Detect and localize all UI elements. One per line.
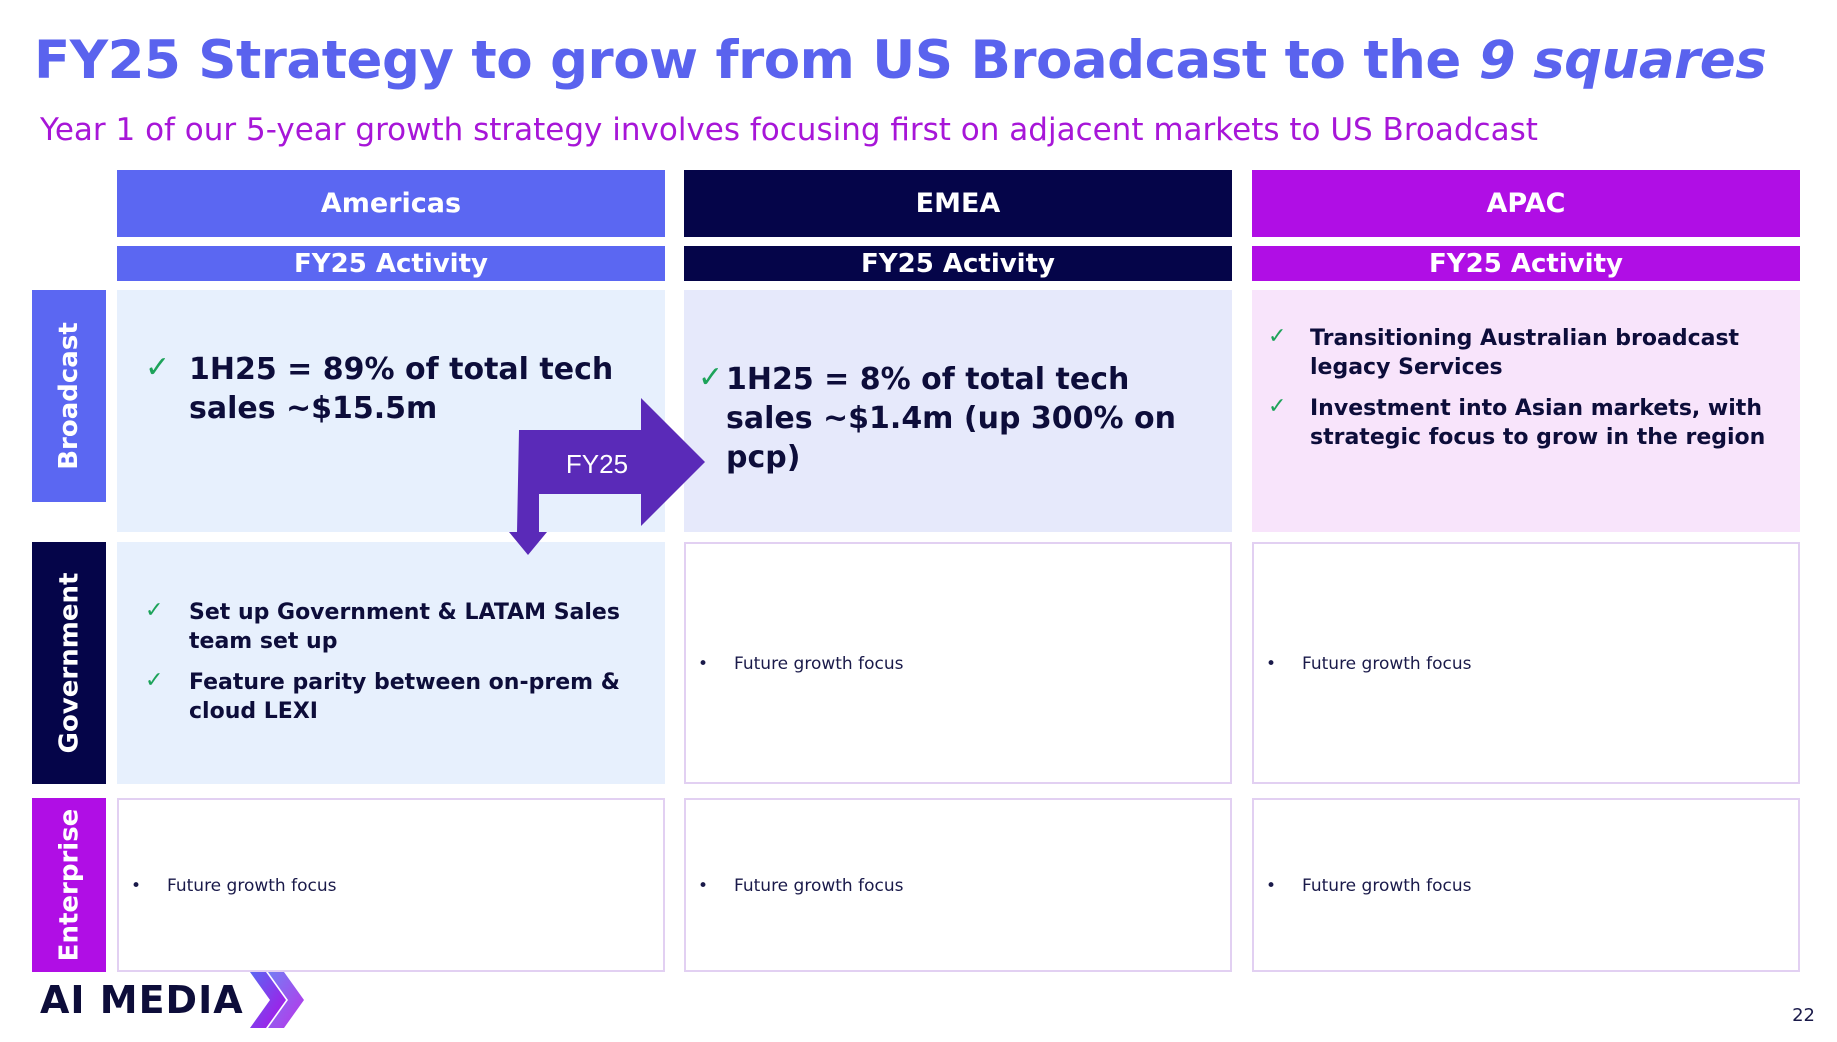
title-number: 9 (1478, 30, 1516, 91)
future-focus-item: • Future growth focus (698, 654, 904, 674)
bullet-icon: • (698, 654, 709, 674)
activity-header-americas: FY25 Activity (117, 246, 665, 281)
bullet-icon: • (1266, 876, 1277, 896)
cell-americas-broadcast: ✓ 1H25 = 89% of total tech sales ~$15.5m (117, 290, 665, 532)
page-subtitle: Year 1 of our 5-year growth strategy inv… (40, 112, 1538, 148)
check-item: ✓ Set up Government & LATAM Sales team s… (145, 598, 620, 654)
column-header-apac: APAC (1252, 170, 1800, 237)
bullet-icon: • (698, 876, 709, 896)
fy25-arrow-icon: FY25 (509, 398, 705, 555)
bullet-icon: • (1266, 654, 1277, 674)
check-icon: ✓ (145, 350, 171, 385)
check-item: ✓ Investment into Asian markets, with st… (1268, 394, 1766, 450)
check-icon: ✓ (145, 598, 164, 623)
title-italic: squares (1533, 30, 1767, 91)
cell-americas-government: ✓ Set up Government & LATAM Sales team s… (117, 542, 665, 784)
cell-apac-government: • Future growth focus (1252, 542, 1800, 784)
column-header-americas: Americas (117, 170, 665, 237)
cell-emea-broadcast: ✓ 1H25 = 8% of total tech sales ~$1.4m (… (684, 290, 1232, 532)
cell-emea-enterprise: • Future growth focus (684, 798, 1232, 972)
page-title: FY25 Strategy to grow from US Broadcast … (34, 30, 1767, 91)
activity-header-emea: FY25 Activity (684, 246, 1232, 281)
check-item: ✓ Feature parity between on-prem & cloud… (145, 668, 620, 724)
check-icon: ✓ (1268, 324, 1287, 349)
bullet-icon: • (131, 876, 142, 896)
row-header-enterprise: Enterprise (32, 798, 106, 972)
arrow-label: FY25 (566, 449, 628, 479)
cell-americas-enterprise: • Future growth focus (117, 798, 665, 972)
company-logo: AI MEDIA (40, 970, 308, 1030)
cell-emea-government: • Future growth focus (684, 542, 1232, 784)
future-focus-item: • Future growth focus (131, 876, 337, 896)
activity-header-apac: FY25 Activity (1252, 246, 1800, 281)
check-icon: ✓ (698, 360, 724, 395)
row-header-broadcast: Broadcast (32, 290, 106, 502)
check-item: ✓ 1H25 = 89% of total tech sales ~$15.5m (145, 350, 614, 426)
check-item: ✓ 1H25 = 8% of total tech sales ~$1.4m (… (698, 360, 1176, 475)
future-focus-item: • Future growth focus (1266, 876, 1472, 896)
row-header-government: Government (32, 542, 106, 784)
column-header-emea: EMEA (684, 170, 1232, 237)
cell-apac-enterprise: • Future growth focus (1252, 798, 1800, 972)
page-number: 22 (1792, 1005, 1815, 1026)
future-focus-item: • Future growth focus (1266, 654, 1472, 674)
logo-text: AI MEDIA (40, 978, 244, 1022)
check-item: ✓ Transitioning Australian broadcast leg… (1268, 324, 1740, 380)
chevron-logo-icon (249, 972, 304, 1028)
future-focus-item: • Future growth focus (698, 876, 904, 896)
check-icon: ✓ (145, 668, 164, 693)
cell-apac-broadcast: ✓ Transitioning Australian broadcast leg… (1252, 290, 1800, 532)
title-main: FY25 Strategy to grow from US Broadcast … (34, 30, 1461, 91)
arrow-shape (509, 398, 705, 555)
check-icon: ✓ (1268, 394, 1287, 419)
